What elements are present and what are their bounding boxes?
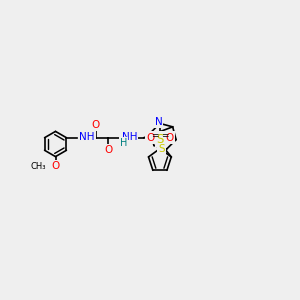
Text: O: O	[51, 161, 60, 171]
Text: H: H	[120, 138, 127, 148]
Text: O: O	[92, 120, 100, 130]
Text: O: O	[104, 145, 112, 155]
Text: S: S	[156, 133, 164, 146]
Text: =: =	[151, 131, 158, 140]
Text: NH: NH	[79, 132, 94, 142]
Text: =: =	[161, 131, 169, 140]
Text: S: S	[158, 144, 165, 154]
Text: N: N	[154, 117, 162, 127]
Text: NH: NH	[122, 132, 137, 142]
Text: CH₃: CH₃	[31, 162, 46, 171]
Text: O: O	[146, 133, 154, 142]
Text: O: O	[165, 133, 174, 142]
